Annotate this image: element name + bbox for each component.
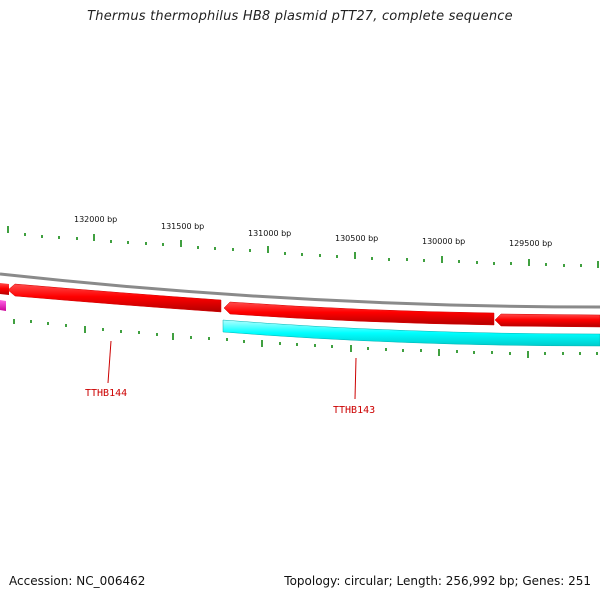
plasmid-backbone bbox=[0, 272, 600, 309]
gene-arrow-partial-magenta[interactable] bbox=[0, 300, 6, 311]
bp-label: 132000 bp bbox=[74, 215, 117, 224]
bp-labels: 132000 bp 131500 bp 131000 bp 130500 bp … bbox=[74, 215, 552, 248]
gene-arrow-tthb144[interactable] bbox=[7, 283, 222, 313]
gene-arrow-right[interactable] bbox=[494, 313, 600, 328]
bp-label: 130500 bp bbox=[335, 234, 378, 243]
gene-arrow-partial-left[interactable] bbox=[0, 283, 9, 295]
gene-label-tthb143[interactable]: TTHB143 bbox=[333, 405, 375, 416]
reverse-genes bbox=[0, 300, 600, 347]
gene-arrow-tthb143[interactable] bbox=[222, 319, 600, 347]
bp-label: 130000 bp bbox=[422, 237, 465, 246]
gene-label-tthb144[interactable]: TTHB144 bbox=[85, 388, 127, 399]
accession-info: Accession: NC_006462 bbox=[9, 574, 146, 588]
forward-genes bbox=[0, 283, 600, 328]
bp-label: 129500 bp bbox=[509, 239, 552, 248]
bp-label: 131500 bp bbox=[161, 222, 204, 231]
topology-info: Topology: circular; Length: 256,992 bp; … bbox=[284, 574, 591, 588]
map-title: Thermus thermophilus HB8 plasmid pTT27, … bbox=[87, 9, 513, 24]
bp-label: 131000 bp bbox=[248, 229, 291, 238]
gene-label-leaders bbox=[107, 340, 357, 400]
inner-scale-ticks bbox=[13, 319, 598, 358]
gene-arrow-middle[interactable] bbox=[223, 301, 495, 326]
bp-scale-ticks bbox=[7, 226, 599, 268]
